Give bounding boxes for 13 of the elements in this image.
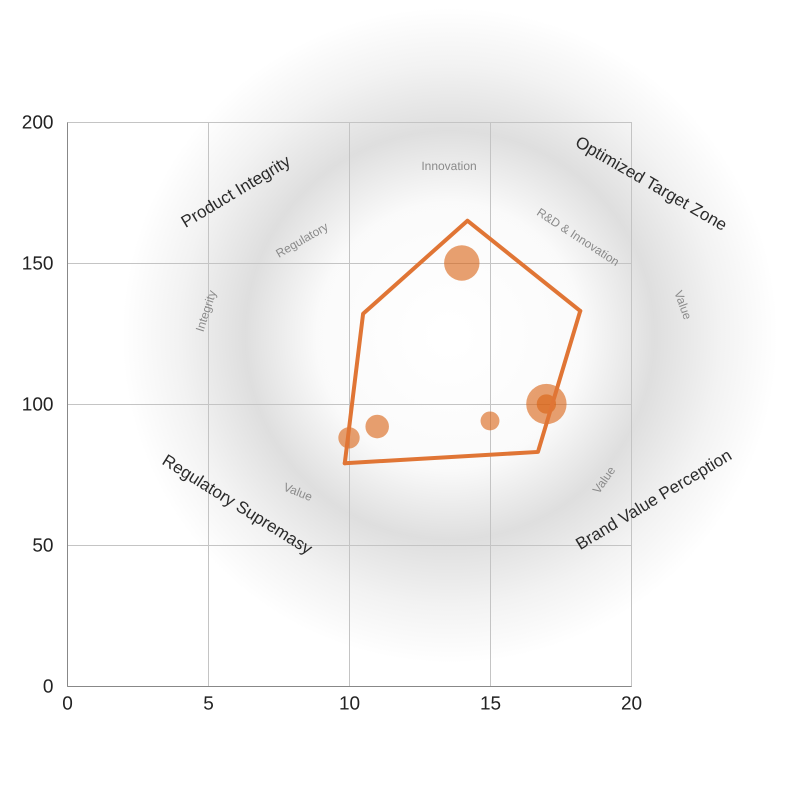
y-tick-label: 200 xyxy=(22,112,54,134)
y-tick-label: 100 xyxy=(22,394,54,416)
y-tick-label: 50 xyxy=(32,536,54,556)
x-tick-label: 0 xyxy=(62,694,73,714)
x-tick-label: 5 xyxy=(203,694,214,714)
x-tick-label: 10 xyxy=(338,694,360,714)
annotation: Innovation xyxy=(421,159,477,173)
annotation: Value xyxy=(282,480,315,504)
y-tick-label: 0 xyxy=(42,676,54,698)
y-tick-label: 150 xyxy=(22,254,54,274)
x-tick-label: 15 xyxy=(480,694,502,714)
x-tick-label: 20 xyxy=(620,694,642,714)
text: Value xyxy=(671,288,695,322)
